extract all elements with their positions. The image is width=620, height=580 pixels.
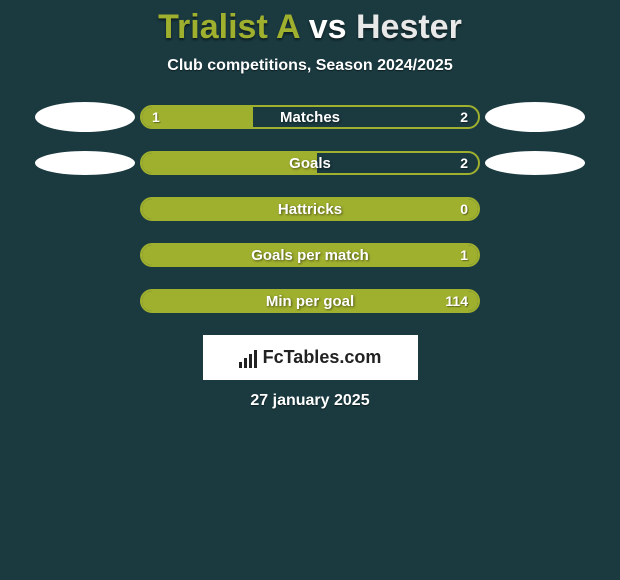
source-logo: FcTables.com: [203, 335, 418, 380]
stat-bar: 0Hattricks: [140, 197, 480, 221]
stat-row: 2Goals: [0, 151, 620, 175]
team-badge-left: [35, 151, 135, 175]
bar-chart-icon: [239, 348, 257, 368]
team-badge-slot-left: [30, 151, 140, 175]
stat-label: Hattricks: [142, 199, 478, 219]
team-badge-right: [485, 151, 585, 175]
stat-label: Goals: [142, 153, 478, 173]
team-badge-slot-right: [480, 102, 590, 132]
stat-bar: 2Goals: [140, 151, 480, 175]
page-title: Trialist A vs Hester: [0, 8, 620, 47]
stat-bar: 12Matches: [140, 105, 480, 129]
vs-text: vs: [309, 8, 347, 46]
player-a-name: Trialist A: [158, 8, 299, 46]
team-badge-slot-left: [30, 102, 140, 132]
team-badge-left: [35, 102, 135, 132]
team-badge-right: [485, 102, 585, 132]
stat-row: 114Min per goal: [0, 289, 620, 313]
stat-label: Matches: [142, 107, 478, 127]
stat-row: 0Hattricks: [0, 197, 620, 221]
player-b-name: Hester: [356, 8, 462, 46]
comparison-card: Trialist A vs Hester Club competitions, …: [0, 0, 620, 410]
logo-text: FcTables.com: [239, 347, 382, 368]
logo-label: FcTables.com: [263, 347, 382, 368]
team-badge-slot-right: [480, 151, 590, 175]
stats-list: 12Matches 2Goals 0Hattricks 1Goals per matc…: [0, 105, 620, 313]
stat-label: Goals per match: [142, 245, 478, 265]
stat-row: 1Goals per match: [0, 243, 620, 267]
stat-row: 12Matches: [0, 105, 620, 129]
date-text: 27 january 2025: [0, 392, 620, 410]
stat-bar: 1Goals per match: [140, 243, 480, 267]
stat-bar: 114Min per goal: [140, 289, 480, 313]
stat-label: Min per goal: [142, 291, 478, 311]
subtitle: Club competitions, Season 2024/2025: [0, 57, 620, 75]
